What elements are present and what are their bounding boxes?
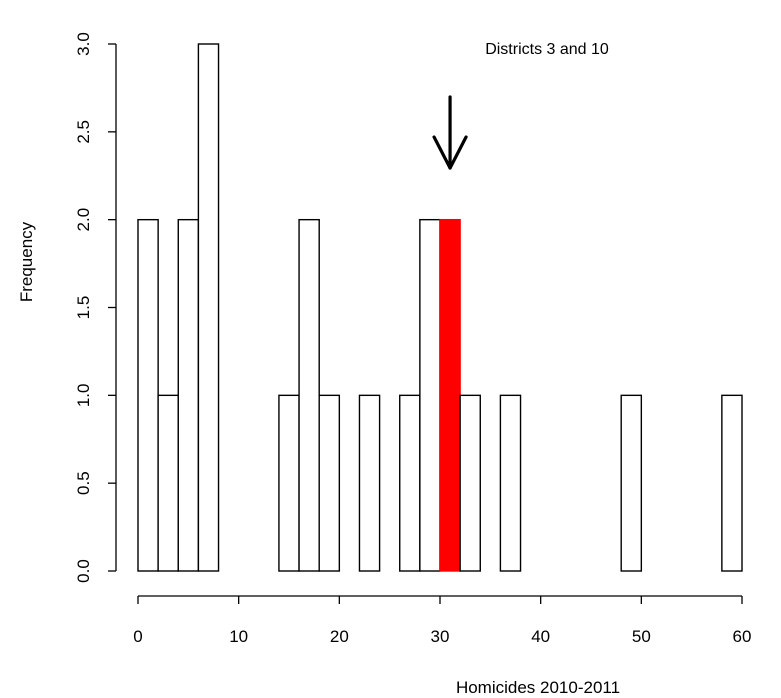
- histogram-bar: [721, 394, 743, 572]
- y-axis-title: Frequency: [17, 221, 36, 302]
- y-tick-label: 1.0: [74, 384, 93, 408]
- y-tick-label: 1.5: [74, 296, 93, 320]
- x-tick-label: 50: [632, 627, 651, 646]
- y-tick-label: 3.0: [74, 32, 93, 56]
- histogram-bar: [157, 394, 179, 572]
- histogram-bar-highlighted: [439, 218, 461, 572]
- histogram-bar: [459, 394, 481, 572]
- histogram-bar: [620, 394, 643, 572]
- histogram-bar: [177, 218, 200, 572]
- y-axis: 0.0 0.5 1.0 1.5 2.0 2.5 3.0: [74, 32, 117, 583]
- annotation-arrow: [432, 95, 468, 170]
- y-tick-label: 2.5: [74, 120, 93, 144]
- y-tick-label: 0.0: [74, 559, 93, 583]
- y-tick-label: 2.0: [74, 208, 93, 232]
- x-tick-label: 30: [431, 627, 450, 646]
- histogram-bar: [318, 394, 341, 572]
- x-tick-label: 10: [229, 627, 248, 646]
- x-tick-label: 60: [733, 627, 752, 646]
- histogram-bar: [419, 218, 441, 572]
- x-axis: 0 10 20 30 40 50 60: [133, 595, 752, 646]
- x-axis-title: Homicides 2010-2011: [456, 678, 620, 697]
- annotation-arrow-head: [432, 135, 468, 170]
- histogram-bar: [197, 43, 220, 572]
- histogram-bar: [499, 394, 522, 572]
- histogram-bar: [358, 394, 381, 572]
- histogram-bar: [278, 394, 300, 572]
- y-tick-label: 0.5: [74, 471, 93, 495]
- x-tick-label: 20: [330, 627, 349, 646]
- x-tick-label: 0: [133, 627, 142, 646]
- histogram-bars: [137, 43, 743, 572]
- histogram-bar: [298, 218, 320, 572]
- histogram-bar: [137, 218, 159, 572]
- annotation-label: Districts 3 and 10: [485, 41, 609, 58]
- histogram-bar: [399, 394, 421, 572]
- x-tick-label: 40: [531, 627, 550, 646]
